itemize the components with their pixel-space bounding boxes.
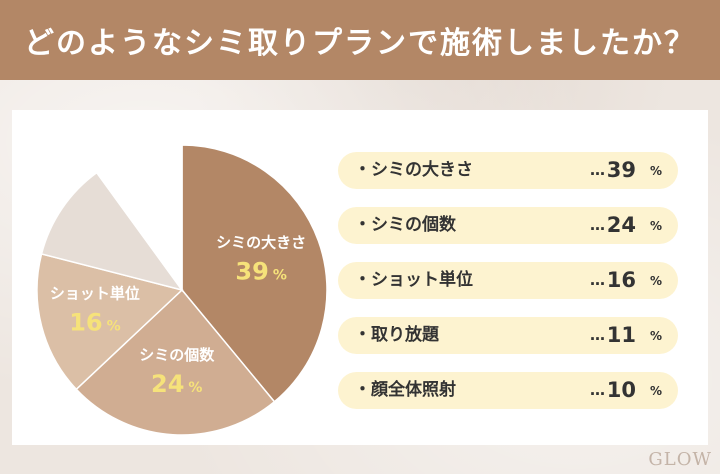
legend-row: ・顔全体照射 … 10 % <box>338 372 678 409</box>
slice-value: 39% <box>235 258 286 286</box>
legend-unit: % <box>649 274 662 288</box>
legend-unit: % <box>649 164 662 178</box>
legend-value: 11 <box>606 323 636 347</box>
slice-label: シミの個数 <box>139 346 215 364</box>
legend-label: ・シミの大きさ <box>354 160 473 180</box>
legend-list: ・シミの大きさ … 39 % ・シミの個数 … 24 % ・ショット単位 … 1… <box>338 152 678 427</box>
slice-label: ショット単位 <box>50 284 140 302</box>
pie-slice <box>75 288 276 436</box>
legend-value: 10 <box>606 378 636 402</box>
legend-label: ・顔全体照射 <box>354 380 456 400</box>
pie-chart: シミの大きさ 39 % シミの個数 24 % ショット単位 16% <box>36 144 328 436</box>
legend-row: ・取り放題 … 11 % <box>338 317 678 354</box>
pie-slice <box>95 144 183 293</box>
legend-unit: % <box>649 384 662 398</box>
legend-value: 16 <box>606 268 636 292</box>
legend-dots: … <box>590 271 605 289</box>
legend-unit: % <box>649 329 662 343</box>
legend-dots: … <box>590 381 605 399</box>
legend-dots: … <box>590 216 605 234</box>
legend-row: ・シミの大きさ … 39 % <box>338 152 678 189</box>
brand-logo: GLOW <box>648 449 712 470</box>
legend-dots: … <box>590 326 605 344</box>
legend-row: ・シミの個数 … 24 % <box>338 207 678 244</box>
page-title: どのようなシミ取りプランで施術しましたか？ <box>24 26 696 61</box>
legend-unit: % <box>649 219 662 233</box>
legend-label: ・シミの個数 <box>354 215 456 235</box>
slice-value: 24% <box>151 370 202 398</box>
pie-slice <box>181 144 328 403</box>
legend-row: ・ショット単位 … 16 % <box>338 262 678 299</box>
pie-slice <box>36 253 184 391</box>
legend-label: ・取り放題 <box>354 325 439 345</box>
slice-label: シミの大きさ <box>216 234 306 252</box>
legend-label: ・ショット単位 <box>354 270 473 290</box>
legend-value: 39 <box>606 158 636 182</box>
pie-slice <box>40 171 184 292</box>
slice-value: 16% <box>69 308 120 336</box>
legend-value: 24 <box>606 213 636 237</box>
legend-dots: … <box>590 161 605 179</box>
page-header: どのようなシミ取りプランで施術しましたか？ <box>0 0 720 80</box>
